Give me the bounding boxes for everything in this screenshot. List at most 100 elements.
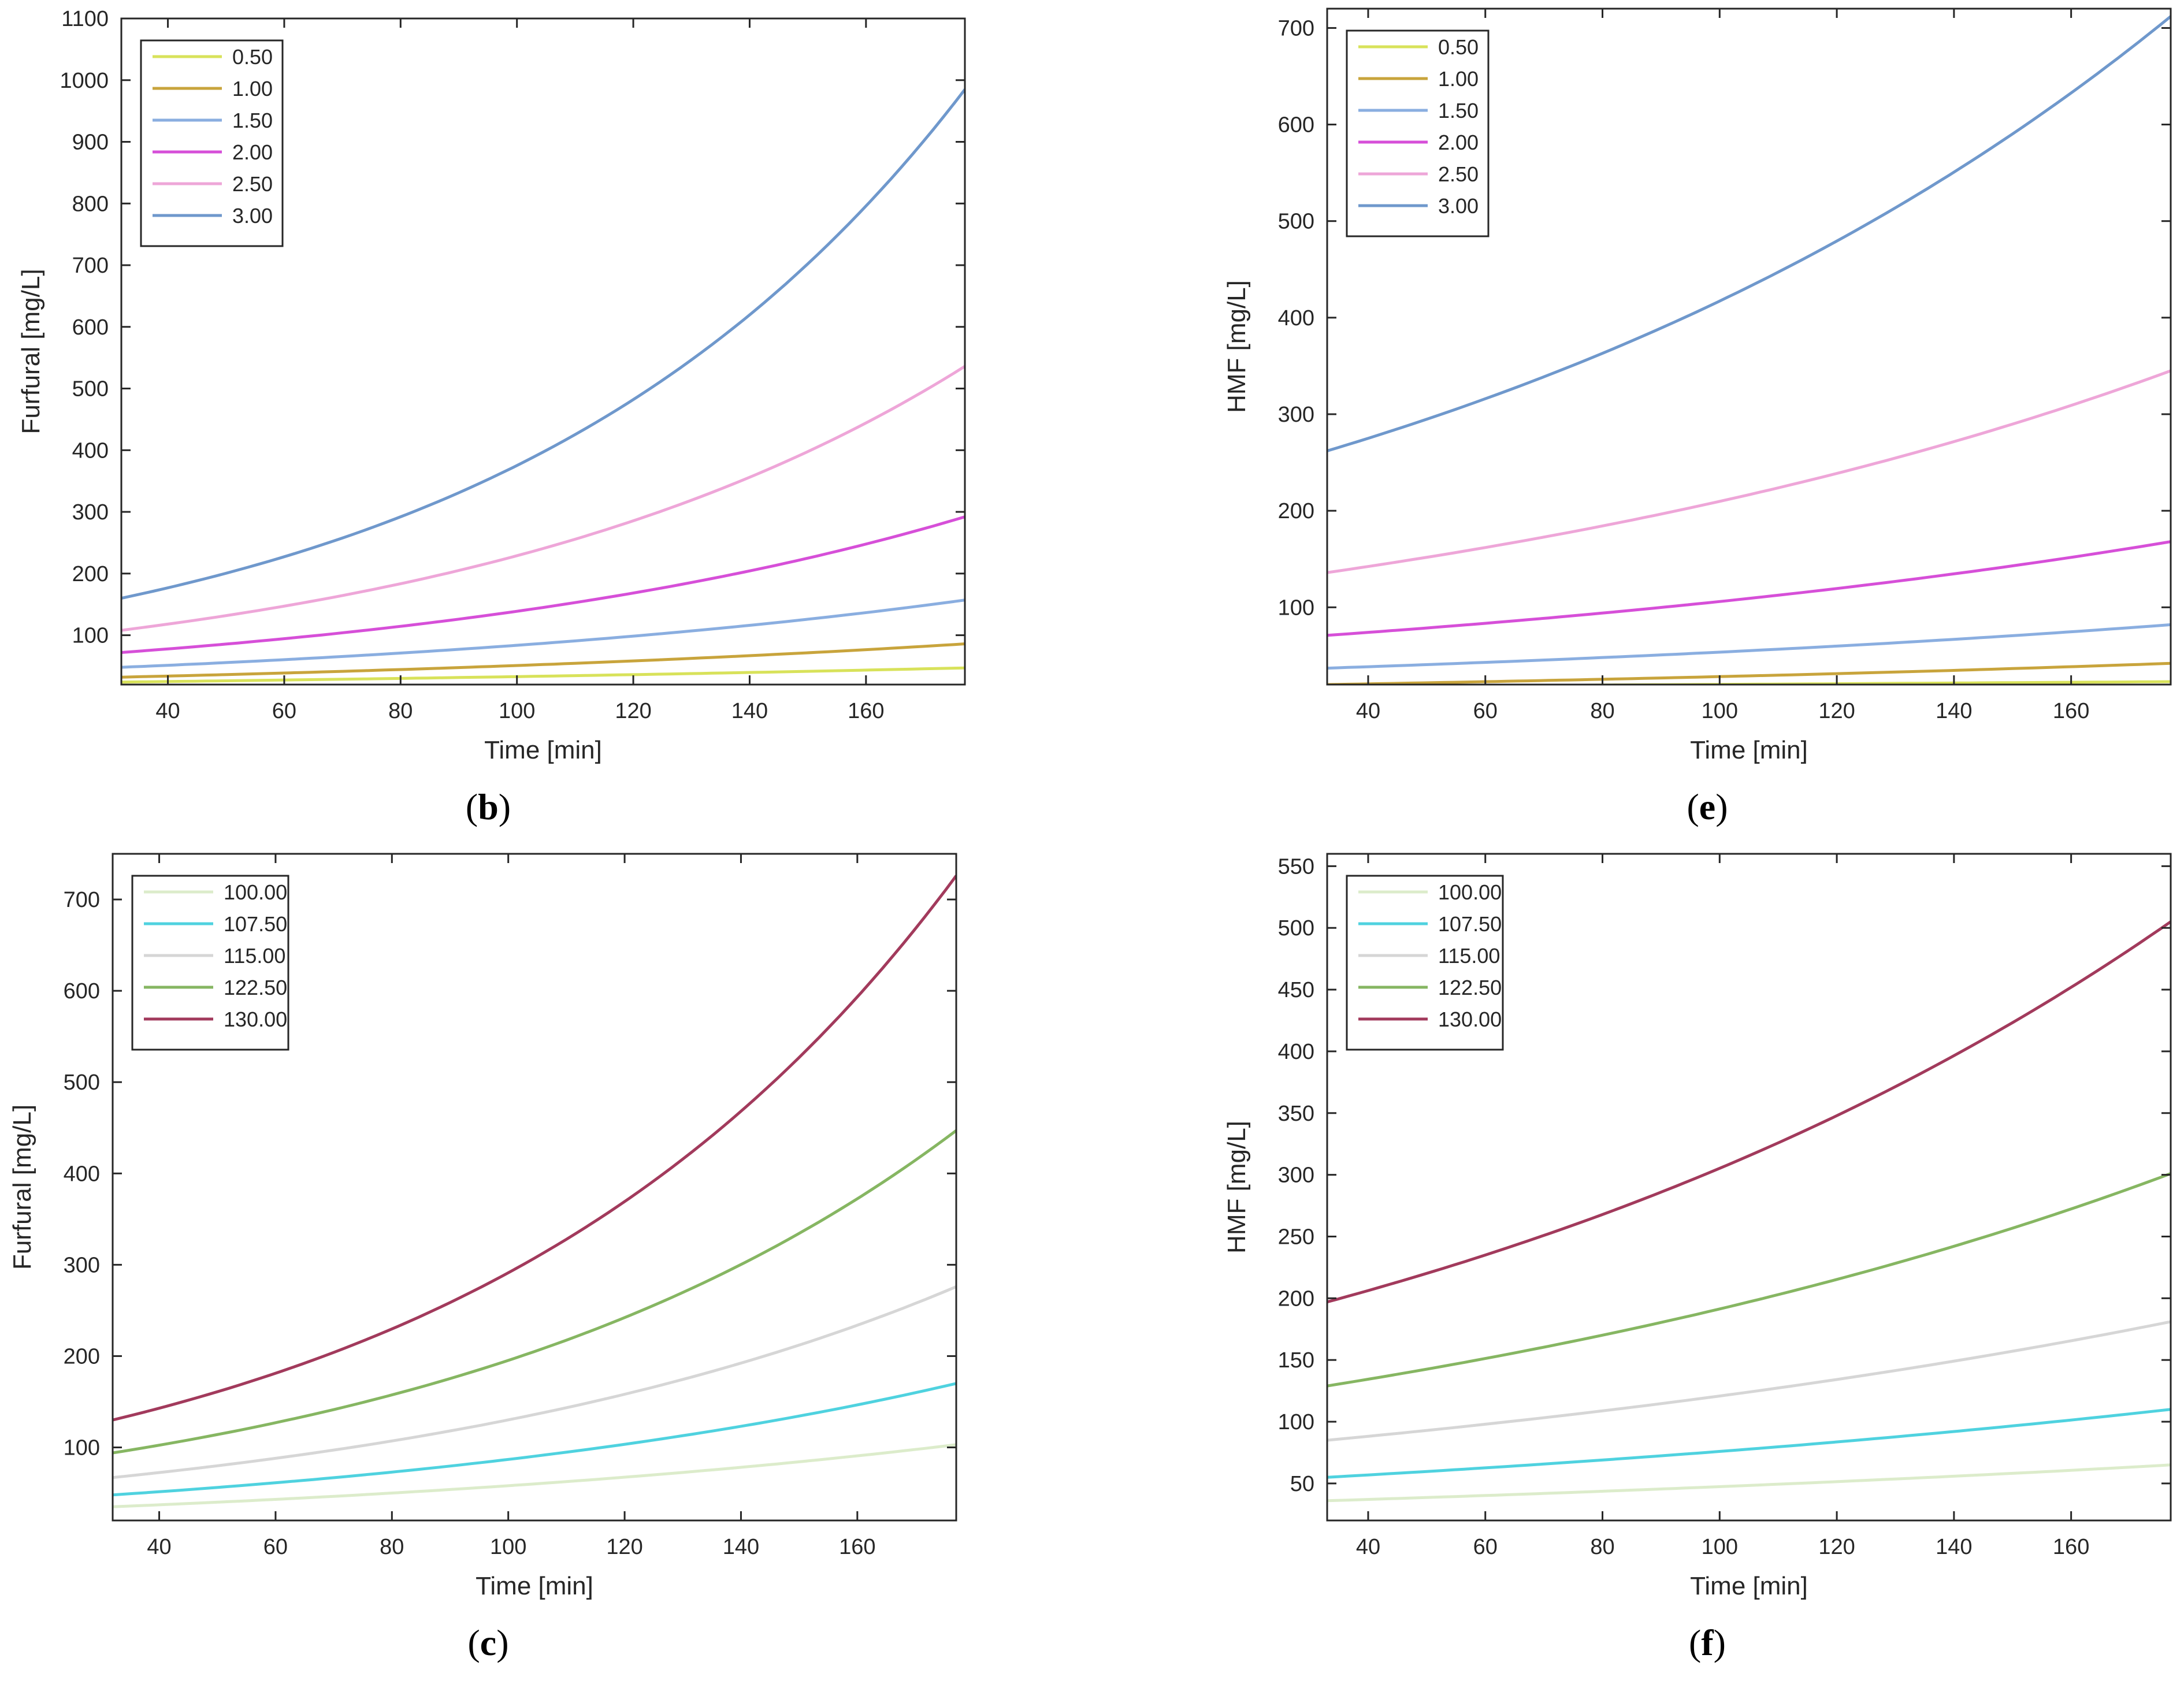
panel-caption-letter: f xyxy=(1701,1622,1714,1663)
series-line-2.00 xyxy=(1327,540,2171,637)
legend-label: 100.00 xyxy=(224,880,287,904)
legend-label: 1.00 xyxy=(1438,67,1479,91)
series-line-2.00 xyxy=(121,515,965,654)
chart-panel-e: 40 60 80 100 120 140 160 100 200 300 400 500 600 700 T… xyxy=(1223,8,2172,827)
y-axis-label: HMF [mg/L] xyxy=(1223,280,1251,413)
x-tick-label: 60 xyxy=(1473,1535,1498,1559)
series-group xyxy=(113,875,956,1508)
legend-item: 115.00 xyxy=(1358,944,1500,968)
series-line-0.50 xyxy=(121,666,965,684)
axes-box xyxy=(1326,8,2172,686)
legend-label: 0.50 xyxy=(232,45,273,69)
x-tick-label: 160 xyxy=(839,1535,875,1559)
y-tick-label: 200 xyxy=(64,1344,100,1369)
y-tick-label: 400 xyxy=(1278,1040,1314,1064)
y-tick-label: 1000 xyxy=(60,69,109,93)
y-tick-label: 100 xyxy=(1278,1410,1314,1434)
axes-box xyxy=(1326,853,2172,1522)
y-tick-label: 300 xyxy=(64,1253,100,1277)
x-tick-label: 40 xyxy=(1356,1535,1380,1559)
legend-label: 2.50 xyxy=(1438,162,1479,186)
legend-item: 122.50 xyxy=(144,976,287,999)
series-line-122.50 xyxy=(113,1129,956,1455)
legend: 0.50 1.00 1.50 2.00 2.50 3.00 xyxy=(140,39,284,247)
legend-label: 115.00 xyxy=(224,944,285,968)
series-line-1.50 xyxy=(121,598,965,669)
legend-label: 100.00 xyxy=(1438,880,1502,904)
y-tick-label: 700 xyxy=(64,888,100,912)
y-axis-label: Furfural [mg/L] xyxy=(8,1105,36,1270)
legend-box xyxy=(140,39,284,247)
series-line-100.00 xyxy=(1327,1463,2171,1503)
y-tick-label: 100 xyxy=(1278,596,1314,620)
x-tick-label: 60 xyxy=(272,699,296,723)
legend-label: 122.50 xyxy=(224,976,287,999)
y-axis-label: Furfural [mg/L] xyxy=(17,269,45,434)
legend-item: 100.00 xyxy=(1358,880,1502,904)
x-tick-label: 40 xyxy=(147,1535,171,1559)
y-tick-label: 300 xyxy=(1278,403,1314,427)
y-tick-label: 400 xyxy=(72,438,109,463)
x-axis-label: Time [min] xyxy=(476,1572,593,1600)
legend: 0.50 1.00 1.50 2.00 2.50 3.00 xyxy=(1346,29,1490,237)
y-tick-label: 700 xyxy=(72,254,109,278)
axes-box xyxy=(120,17,966,686)
x-tick-label: 80 xyxy=(1590,699,1614,723)
legend-box xyxy=(1346,875,1504,1051)
y-tick-label: 100 xyxy=(72,624,109,648)
y-tick-label: 600 xyxy=(1278,113,1314,137)
y-tick-label: 500 xyxy=(1278,916,1314,940)
x-tick-label: 140 xyxy=(1936,699,1972,723)
legend-item: 0.50 xyxy=(1358,35,1479,59)
legend-label: 0.50 xyxy=(1438,35,1479,59)
y-tick-label: 250 xyxy=(1278,1225,1314,1249)
legend-item: 1.50 xyxy=(153,109,273,132)
legend-label: 2.50 xyxy=(232,172,273,196)
panel-caption: (b) xyxy=(466,786,511,827)
y-tick-label: 800 xyxy=(72,192,109,216)
y-tick-label: 50 xyxy=(1290,1472,1314,1496)
series-line-115.00 xyxy=(113,1285,956,1479)
y-tick-label: 1100 xyxy=(61,7,109,31)
x-tick-label: 80 xyxy=(1590,1535,1614,1559)
series-line-122.50 xyxy=(1327,1172,2171,1388)
x-tick-label: 120 xyxy=(1818,699,1855,723)
legend-item: 130.00 xyxy=(1358,1007,1502,1031)
legend-label: 107.50 xyxy=(1438,912,1502,936)
x-tick-label: 120 xyxy=(615,699,651,723)
x-tick-label: 140 xyxy=(731,699,768,723)
legend-label: 2.00 xyxy=(1438,131,1479,154)
legend-label: 2.00 xyxy=(232,140,273,164)
x-tick-label: 80 xyxy=(380,1535,404,1559)
series-group xyxy=(121,88,965,684)
x-tick-label: 100 xyxy=(1702,699,1738,723)
x-tick-label: 140 xyxy=(1936,1535,1972,1559)
legend-item: 115.00 xyxy=(144,944,285,968)
series-line-107.50 xyxy=(1327,1408,2171,1479)
legend-item: 3.00 xyxy=(153,204,273,228)
legend-item: 1.00 xyxy=(1358,67,1479,91)
series-line-107.50 xyxy=(113,1382,956,1497)
axes-box xyxy=(112,853,957,1522)
panel-caption: (e) xyxy=(1687,786,1728,827)
y-tick-label: 150 xyxy=(1278,1348,1314,1373)
legend-item: 1.00 xyxy=(153,77,273,101)
legend-item: 2.50 xyxy=(1358,162,1479,186)
series-line-130.00 xyxy=(113,875,956,1422)
x-tick-label: 140 xyxy=(723,1535,759,1559)
chart-panel-c: 40 60 80 100 120 140 160 100 200 300 400 500 600 700 T… xyxy=(8,853,957,1663)
y-tick-label: 500 xyxy=(64,1070,100,1095)
series-group xyxy=(1327,920,2171,1503)
x-tick-label: 80 xyxy=(388,699,413,723)
legend-item: 3.00 xyxy=(1358,194,1479,218)
series-line-2.50 xyxy=(1327,369,2171,574)
y-tick-label: 600 xyxy=(72,315,109,340)
series-line-1.00 xyxy=(121,642,965,679)
legend-label: 107.50 xyxy=(224,912,287,936)
legend-label: 122.50 xyxy=(1438,976,1502,999)
x-tick-label: 40 xyxy=(1356,699,1380,723)
legend-item: 2.50 xyxy=(153,172,273,196)
y-tick-label: 450 xyxy=(1278,978,1314,1002)
panel-caption-letter: e xyxy=(1699,786,1715,827)
